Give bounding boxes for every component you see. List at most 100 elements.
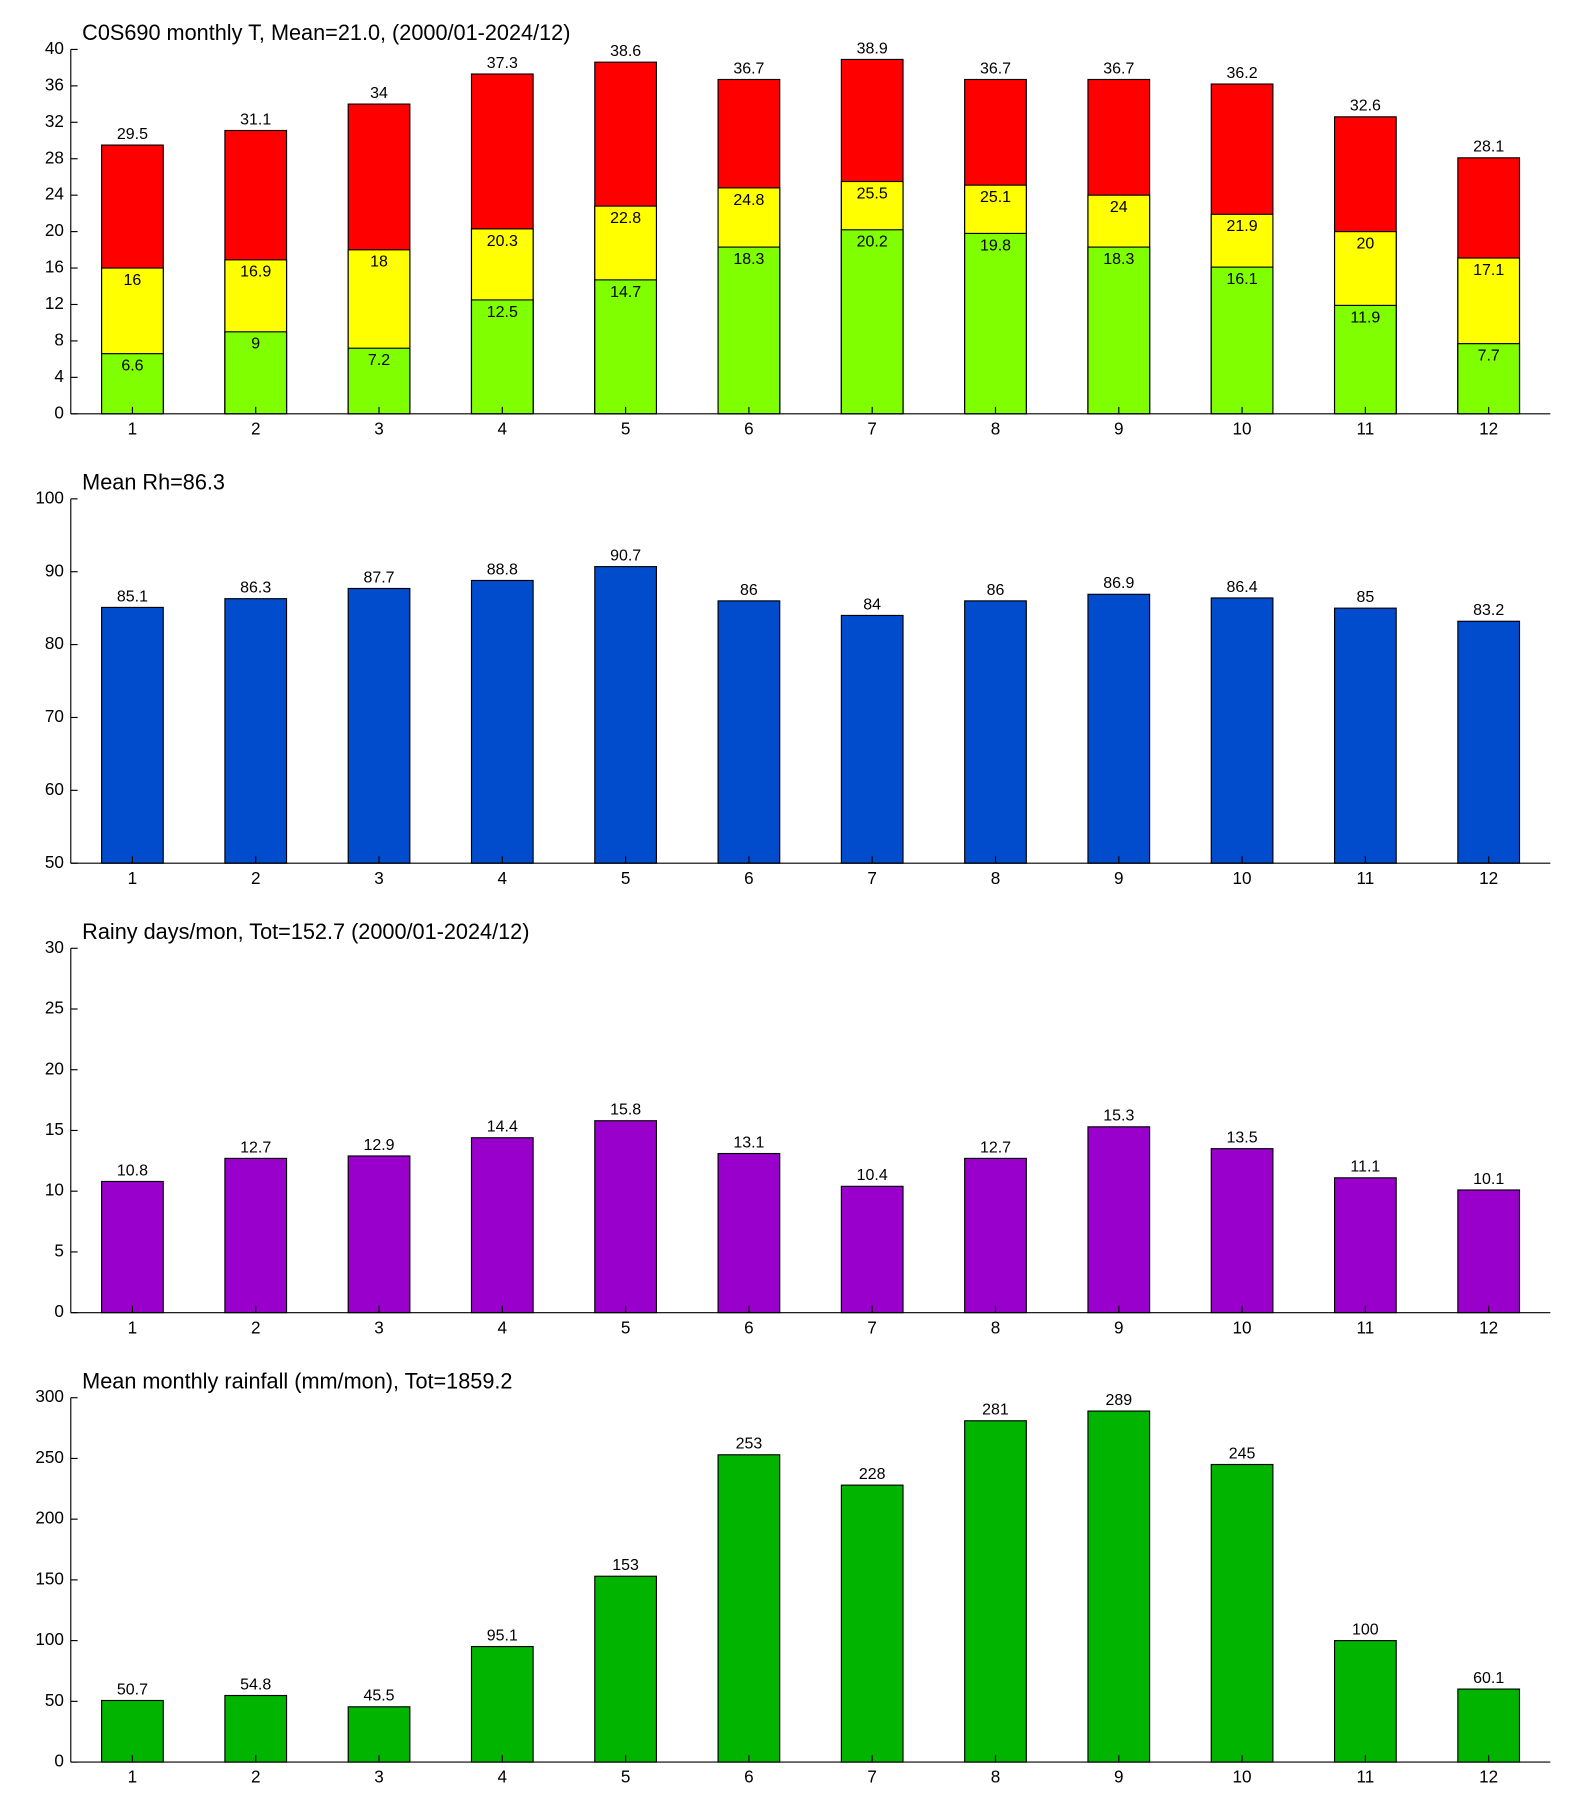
x-tick-label: 8 xyxy=(991,1317,1001,1337)
bar xyxy=(964,1157,1027,1314)
x-tick-label: 1 xyxy=(128,418,138,438)
x-tick-label: 6 xyxy=(744,1767,754,1787)
x-tick-label: 8 xyxy=(991,1767,1001,1787)
value-label: 7.2 xyxy=(368,351,390,369)
value-label: 10.1 xyxy=(1473,1170,1504,1188)
y-tick-label: 70 xyxy=(45,706,64,726)
value-label: 7.7 xyxy=(1478,346,1500,364)
x-tick-label: 5 xyxy=(621,1767,631,1787)
x-tick-label: 2 xyxy=(251,868,261,888)
value-label: 15.8 xyxy=(610,1101,641,1119)
y-tick-label: 16 xyxy=(45,257,64,277)
bar xyxy=(347,1155,411,1314)
x-tick-label: 6 xyxy=(744,868,754,888)
x-tick-label: 1 xyxy=(128,1767,138,1787)
y-tick-label: 24 xyxy=(45,184,64,204)
x-tick-label: 4 xyxy=(498,1317,508,1337)
value-label: 36.7 xyxy=(733,59,764,77)
bar xyxy=(594,1575,658,1763)
x-tick-label: 4 xyxy=(498,1767,508,1787)
x-tick-label: 7 xyxy=(867,1317,877,1337)
value-label: 14.7 xyxy=(610,283,641,301)
value-label: 29.5 xyxy=(117,125,148,143)
bar xyxy=(717,1152,781,1314)
x-tick-label: 8 xyxy=(991,418,1001,438)
bar xyxy=(470,1137,534,1314)
value-label: 31.1 xyxy=(240,110,271,128)
value-label: 13.5 xyxy=(1227,1129,1258,1147)
value-label: 90.7 xyxy=(610,546,641,564)
value-label: 6.6 xyxy=(121,357,143,375)
value-label: 86.9 xyxy=(1103,574,1134,592)
bar xyxy=(470,579,534,864)
value-label: 12.7 xyxy=(980,1138,1011,1156)
y-tick-label: 28 xyxy=(45,147,64,167)
bar xyxy=(717,1454,781,1763)
value-label: 86.3 xyxy=(240,579,271,597)
value-label: 19.8 xyxy=(980,236,1011,254)
value-label: 32.6 xyxy=(1350,97,1381,115)
value-label: 20.3 xyxy=(487,232,518,250)
x-tick-label: 10 xyxy=(1233,868,1252,888)
value-label: 85 xyxy=(1356,588,1374,606)
bar xyxy=(1087,1126,1151,1314)
bar xyxy=(717,600,781,864)
bar xyxy=(594,566,658,864)
value-label: 18.3 xyxy=(1103,250,1134,268)
bar xyxy=(1333,1640,1397,1763)
value-label: 36.7 xyxy=(1103,59,1134,77)
value-label: 84 xyxy=(863,595,881,613)
bar xyxy=(840,1484,904,1763)
y-tick-label: 5 xyxy=(54,1240,64,1260)
y-tick-label: 200 xyxy=(35,1508,64,1528)
value-label: 245 xyxy=(1229,1444,1256,1462)
value-label: 21.9 xyxy=(1227,217,1258,235)
x-tick-label: 9 xyxy=(1114,1317,1124,1337)
bar xyxy=(1457,620,1521,864)
y-tick-label: 20 xyxy=(45,1058,64,1078)
y-tick-label: 90 xyxy=(45,560,64,580)
value-label: 86 xyxy=(987,581,1005,599)
chart-title: C0S690 monthly T, Mean=21.0, (2000/01-20… xyxy=(82,20,570,45)
bar xyxy=(840,614,904,864)
bar xyxy=(964,1420,1027,1763)
value-label: 83.2 xyxy=(1473,601,1504,619)
value-label: 34 xyxy=(370,84,388,102)
x-tick-label: 4 xyxy=(498,868,508,888)
value-label: 13.1 xyxy=(733,1133,764,1151)
value-label: 36.2 xyxy=(1227,64,1258,82)
x-tick-label: 10 xyxy=(1233,418,1252,438)
x-tick-label: 7 xyxy=(867,1767,877,1787)
x-tick-label: 9 xyxy=(1114,868,1124,888)
x-tick-label: 12 xyxy=(1479,418,1498,438)
x-tick-label: 3 xyxy=(374,868,384,888)
value-label: 12.7 xyxy=(240,1138,271,1156)
value-label: 253 xyxy=(736,1435,763,1453)
x-tick-label: 8 xyxy=(991,868,1001,888)
y-tick-label: 0 xyxy=(54,1301,64,1321)
bar xyxy=(964,600,1027,864)
y-tick-label: 36 xyxy=(45,74,64,94)
bar xyxy=(224,1157,288,1314)
value-label: 18 xyxy=(370,253,388,271)
value-label: 18.3 xyxy=(733,250,764,268)
value-label: 50.7 xyxy=(117,1680,148,1698)
value-label: 38.9 xyxy=(857,39,888,57)
y-tick-label: 0 xyxy=(54,1751,64,1771)
bar xyxy=(1087,246,1151,415)
value-label: 45.5 xyxy=(363,1687,394,1705)
value-label: 60.1 xyxy=(1473,1669,1504,1687)
y-tick-label: 250 xyxy=(35,1447,64,1467)
x-tick-label: 12 xyxy=(1479,1767,1498,1787)
chart-title: Mean monthly rainfall (mm/mon), Tot=1859… xyxy=(82,1368,512,1393)
x-tick-label: 3 xyxy=(374,1317,384,1337)
bar xyxy=(964,232,1027,415)
value-label: 28.1 xyxy=(1473,138,1504,156)
bar xyxy=(1457,1189,1521,1314)
bar xyxy=(1087,1410,1151,1763)
value-label: 25.5 xyxy=(857,184,888,202)
x-tick-label: 7 xyxy=(867,418,877,438)
value-label: 100 xyxy=(1352,1620,1379,1638)
value-label: 153 xyxy=(612,1556,639,1574)
